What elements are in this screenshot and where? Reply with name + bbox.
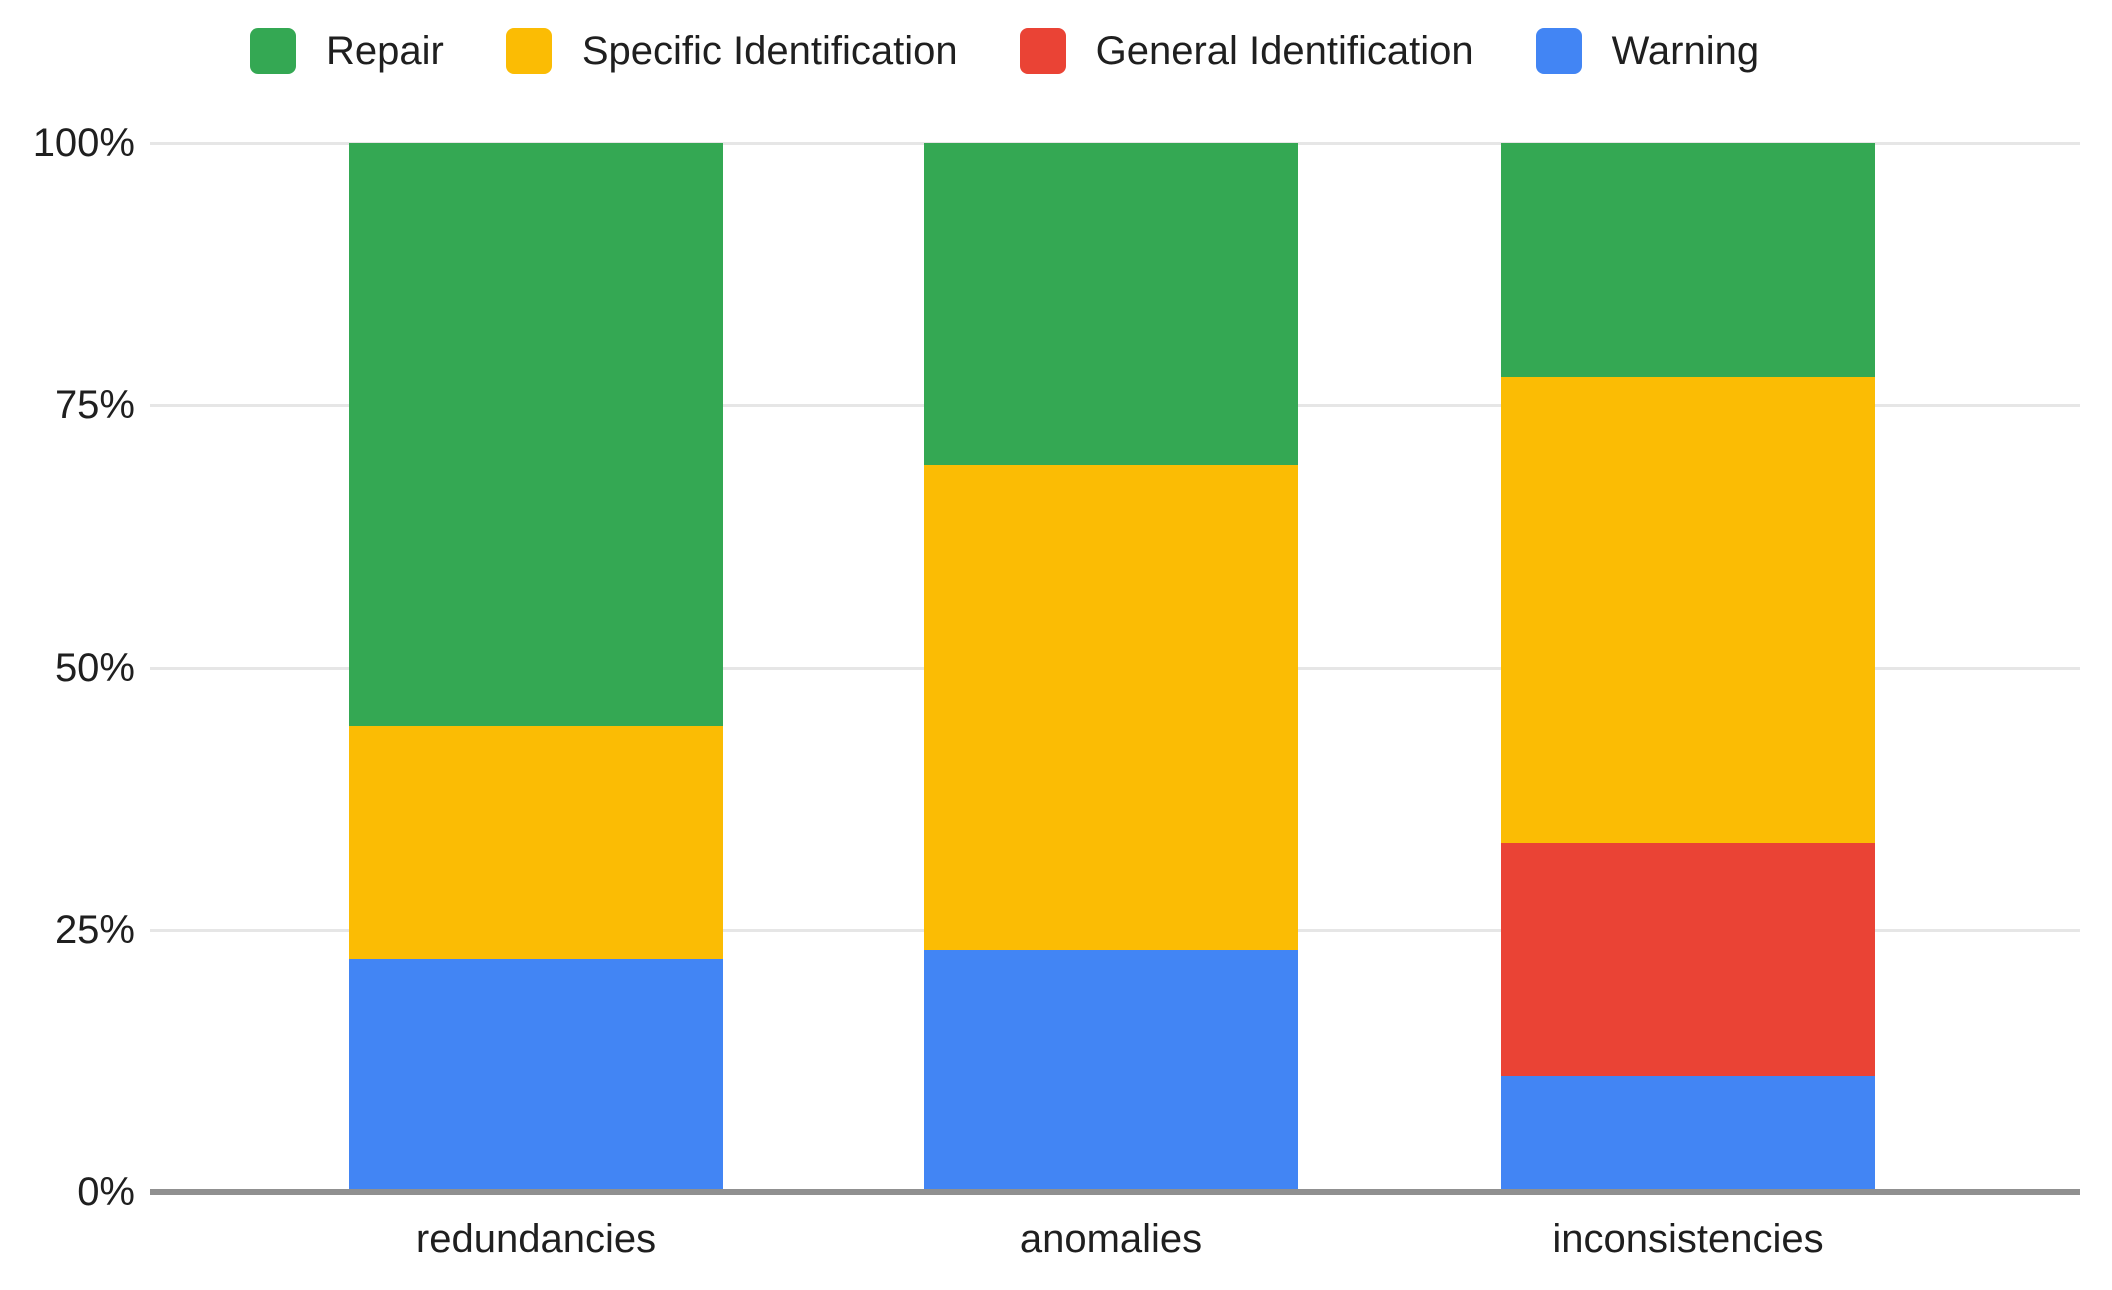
chart-legend: Repair Specific Identification General Ide… [250,28,1759,74]
bar-anomalies-warning[interactable] [924,949,1298,1192]
legend-label: Specific Identification [581,28,958,73]
x-axis-category-label: anomalies [1019,1217,1203,1261]
legend-swatch-icon [505,28,552,74]
y-axis-tick-label: 25% [54,907,135,952]
bar-redundancies-repair[interactable] [349,143,723,727]
bar-inconsistencies-specific-identification[interactable] [1501,376,1875,843]
y-axis-tick-label: 50% [54,645,135,690]
legend-item-specific-identification[interactable]: Specific Identification [505,28,958,74]
legend-item-general-identification[interactable]: General Identification [1019,28,1474,74]
legend-label: General Identification [1095,28,1474,73]
legend-item-warning[interactable]: Warning [1535,28,1760,74]
y-axis-tick-label: 0% [77,1170,135,1214]
bar-redundancies-warning[interactable] [349,959,723,1192]
bar-inconsistencies-warning[interactable] [1501,1075,1875,1192]
legend-item-repair[interactable]: Repair [250,28,444,74]
bar-anomalies-specific-identification[interactable] [924,465,1298,950]
legend-swatch-icon [250,28,296,74]
x-axis-category-label: inconsistencies [1552,1217,1824,1261]
bar-inconsistencies-general-identification[interactable] [1501,842,1875,1076]
legend-label: Warning [1611,28,1760,73]
legend-swatch-icon [1019,28,1066,74]
bar-inconsistencies-repair[interactable] [1501,143,1875,377]
legend-label: Repair [326,28,444,73]
bar-redundancies-specific-identification[interactable] [349,726,723,960]
x-axis-category-label: redundancies [415,1217,657,1261]
y-axis-tick-label: 100% [32,121,135,165]
y-axis-tick-label: 75% [54,383,135,428]
legend-swatch-icon [1535,28,1582,74]
x-axis-baseline [150,1189,2080,1195]
bar-anomalies-repair[interactable] [924,143,1298,466]
